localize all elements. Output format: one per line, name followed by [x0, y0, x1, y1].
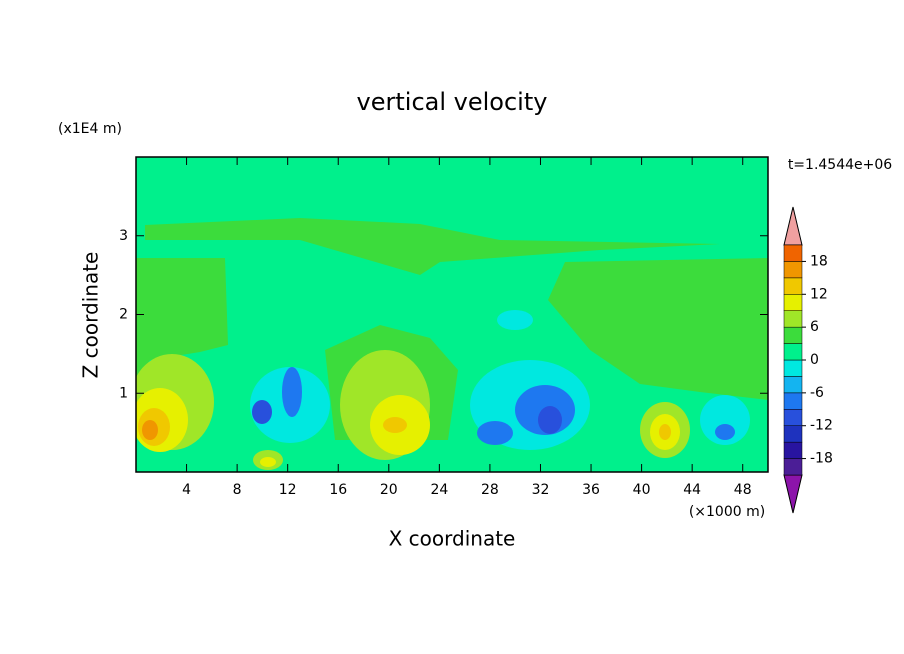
contour-field: [136, 157, 768, 472]
x-tick-label: 24: [430, 482, 448, 498]
colorbar-box: [783, 294, 803, 311]
colorbar-box: [783, 409, 803, 426]
colorbar-box: [783, 261, 803, 279]
colorbar-tick-label: 6: [810, 319, 819, 335]
colorbar-tick-label: -18: [810, 451, 833, 467]
colorbar-box: [783, 441, 803, 459]
colorbar-box: [783, 277, 803, 295]
colorbar-extend: [783, 474, 803, 514]
x-tick-label: 44: [683, 482, 701, 498]
x-tick-label: 8: [233, 482, 242, 498]
x-tick-label: 48: [734, 482, 752, 498]
colorbar-tick-label: 18: [810, 253, 828, 269]
colorbar-box: [783, 310, 803, 328]
y-axis-label: Z coordinate: [79, 252, 103, 379]
x-tick-label: 40: [633, 482, 651, 498]
x-tick-label: 20: [380, 482, 398, 498]
colorbar-box: [783, 392, 803, 410]
colorbar-extend: [783, 206, 803, 246]
colorbar-box: [783, 244, 803, 262]
x-tick-label: 36: [582, 482, 600, 498]
colorbar-box: [783, 376, 803, 394]
chart-title: vertical velocity: [357, 88, 548, 116]
y-unit: (x1E4 m): [58, 121, 122, 137]
x-tick-label: 4: [182, 482, 191, 498]
contour-region: [136, 310, 750, 470]
colorbar-tick-label: -6: [810, 385, 824, 401]
time-label: t=1.4544e+06: [788, 157, 892, 173]
x-unit: (×1000 m): [689, 504, 765, 520]
colorbar-tick-label: -12: [810, 418, 833, 434]
y-tick-label: 3: [119, 228, 128, 244]
x-tick-label: 32: [532, 482, 550, 498]
x-tick-label: 12: [279, 482, 297, 498]
colorbar-tick-label: 0: [810, 352, 819, 368]
colorbar-tick-label: 12: [810, 286, 828, 302]
contour-region: [136, 218, 768, 440]
colorbar-box: [783, 326, 803, 344]
y-tick-label: 1: [119, 385, 128, 401]
colorbar-box: [783, 359, 803, 377]
x-tick-label: 16: [329, 482, 347, 498]
colorbar-box: [783, 343, 803, 361]
colorbar-box: [783, 425, 803, 443]
x-tick-label: 28: [481, 482, 499, 498]
y-tick-label: 2: [119, 307, 128, 323]
x-axis-label: X coordinate: [389, 527, 516, 551]
colorbar-box: [783, 458, 803, 476]
